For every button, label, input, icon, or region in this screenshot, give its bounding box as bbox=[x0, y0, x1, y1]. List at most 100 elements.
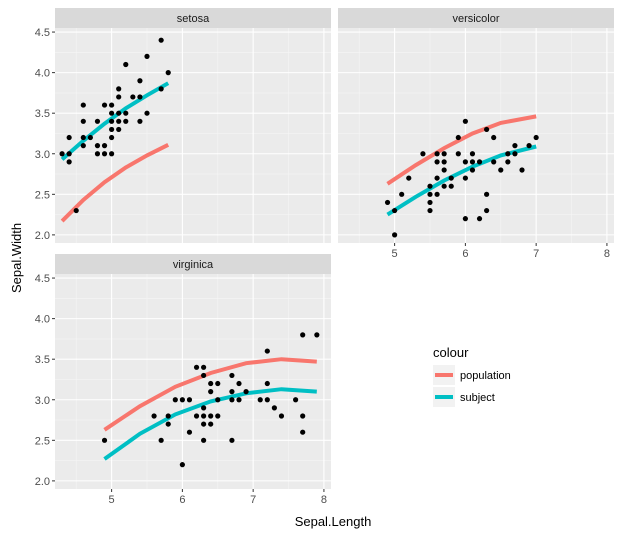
data-point bbox=[469, 167, 476, 173]
data-point bbox=[123, 118, 129, 124]
data-point bbox=[300, 413, 306, 419]
data-point bbox=[441, 159, 447, 165]
data-point bbox=[257, 397, 263, 403]
data-point bbox=[420, 151, 426, 157]
data-point bbox=[229, 397, 235, 403]
data-point bbox=[484, 126, 490, 133]
x-tick-label: 7 bbox=[533, 248, 539, 260]
panel-background bbox=[55, 28, 331, 243]
data-point bbox=[116, 86, 122, 92]
y-tick-label: 2.0 bbox=[35, 476, 50, 488]
data-point bbox=[101, 151, 108, 157]
data-point bbox=[109, 134, 115, 141]
data-point bbox=[123, 110, 129, 116]
data-point bbox=[215, 413, 221, 419]
data-point bbox=[434, 175, 440, 181]
y-tick-label: 4.0 bbox=[35, 314, 50, 326]
facet-label: setosa bbox=[177, 13, 210, 25]
data-point bbox=[116, 126, 122, 133]
data-point bbox=[201, 437, 207, 443]
facet-label: versicolor bbox=[452, 13, 499, 25]
data-point bbox=[236, 380, 242, 387]
data-point bbox=[462, 118, 468, 124]
data-point bbox=[137, 118, 143, 124]
x-tick-label: 6 bbox=[462, 248, 468, 260]
data-point bbox=[109, 110, 115, 116]
x-tick-label: 7 bbox=[250, 494, 256, 506]
data-point bbox=[427, 191, 433, 197]
data-point bbox=[519, 167, 525, 173]
data-point bbox=[455, 134, 461, 141]
data-point bbox=[144, 110, 150, 116]
y-tick-label: 4.5 bbox=[35, 273, 50, 285]
panel-virginica: virginica 2.0 2.5 3.0 3.5 4.0 4.5 5 6 7 8 bbox=[35, 254, 331, 506]
x-axis-title: Sepal.Length bbox=[295, 514, 372, 529]
panel-versicolor: versicolor 5 6 7 8 bbox=[338, 8, 614, 260]
facet-strip bbox=[338, 8, 614, 28]
line-population bbox=[60, 143, 170, 223]
data-point bbox=[158, 37, 164, 43]
data-point bbox=[123, 61, 129, 68]
data-point bbox=[193, 413, 200, 419]
data-point bbox=[469, 159, 476, 165]
data-point bbox=[512, 151, 518, 157]
data-point bbox=[208, 380, 214, 387]
data-point bbox=[215, 397, 221, 403]
y-axis-title: Sepal.Width bbox=[9, 223, 24, 293]
data-point bbox=[66, 134, 72, 141]
data-point bbox=[80, 118, 86, 124]
data-point bbox=[476, 159, 483, 165]
legend-label-subject: subject bbox=[460, 392, 495, 404]
data-point bbox=[384, 199, 391, 206]
data-point bbox=[66, 159, 72, 165]
line-population bbox=[386, 114, 537, 186]
data-point bbox=[201, 364, 207, 370]
y-tick-label: 3.0 bbox=[35, 149, 50, 161]
data-point bbox=[179, 462, 185, 468]
data-point bbox=[208, 413, 214, 419]
data-point bbox=[109, 126, 115, 133]
panel-setosa: setosa 2.0 2.5 3.0 3.5 4.0 4.5 bbox=[35, 8, 331, 243]
data-point bbox=[87, 134, 93, 141]
data-point bbox=[172, 397, 178, 403]
data-point bbox=[271, 405, 277, 411]
data-point bbox=[137, 78, 143, 84]
data-point bbox=[165, 421, 171, 427]
data-point bbox=[101, 143, 108, 149]
data-point bbox=[151, 413, 157, 419]
data-point bbox=[59, 151, 65, 157]
data-point bbox=[455, 151, 461, 157]
line-population bbox=[103, 357, 317, 432]
y-tick-label: 4.5 bbox=[35, 27, 50, 39]
y-tick-label: 2.0 bbox=[35, 230, 50, 242]
data-point bbox=[229, 372, 235, 379]
data-point bbox=[137, 94, 143, 100]
x-tick-label: 5 bbox=[392, 248, 398, 260]
y-tick-label: 2.5 bbox=[35, 189, 50, 201]
data-point bbox=[94, 143, 101, 149]
data-point bbox=[434, 159, 440, 165]
data-point bbox=[498, 167, 504, 173]
data-point bbox=[526, 143, 532, 149]
data-point bbox=[116, 94, 122, 100]
data-point bbox=[434, 191, 440, 197]
data-point bbox=[427, 183, 433, 189]
data-point bbox=[300, 429, 306, 435]
y-tick-label: 2.5 bbox=[35, 435, 50, 447]
data-point bbox=[116, 110, 122, 116]
data-point bbox=[130, 94, 136, 100]
data-point bbox=[80, 102, 86, 108]
legend-label-population: population bbox=[460, 370, 511, 382]
line-subject bbox=[60, 81, 170, 161]
data-point bbox=[229, 437, 235, 443]
data-point bbox=[208, 389, 214, 395]
data-point bbox=[427, 199, 433, 206]
data-point bbox=[441, 183, 447, 189]
legend: colour population subject bbox=[433, 345, 511, 407]
data-point bbox=[392, 232, 398, 238]
data-point bbox=[427, 207, 433, 214]
data-point bbox=[201, 372, 207, 379]
data-point bbox=[491, 134, 497, 141]
data-point bbox=[434, 151, 440, 157]
data-point bbox=[158, 86, 164, 92]
